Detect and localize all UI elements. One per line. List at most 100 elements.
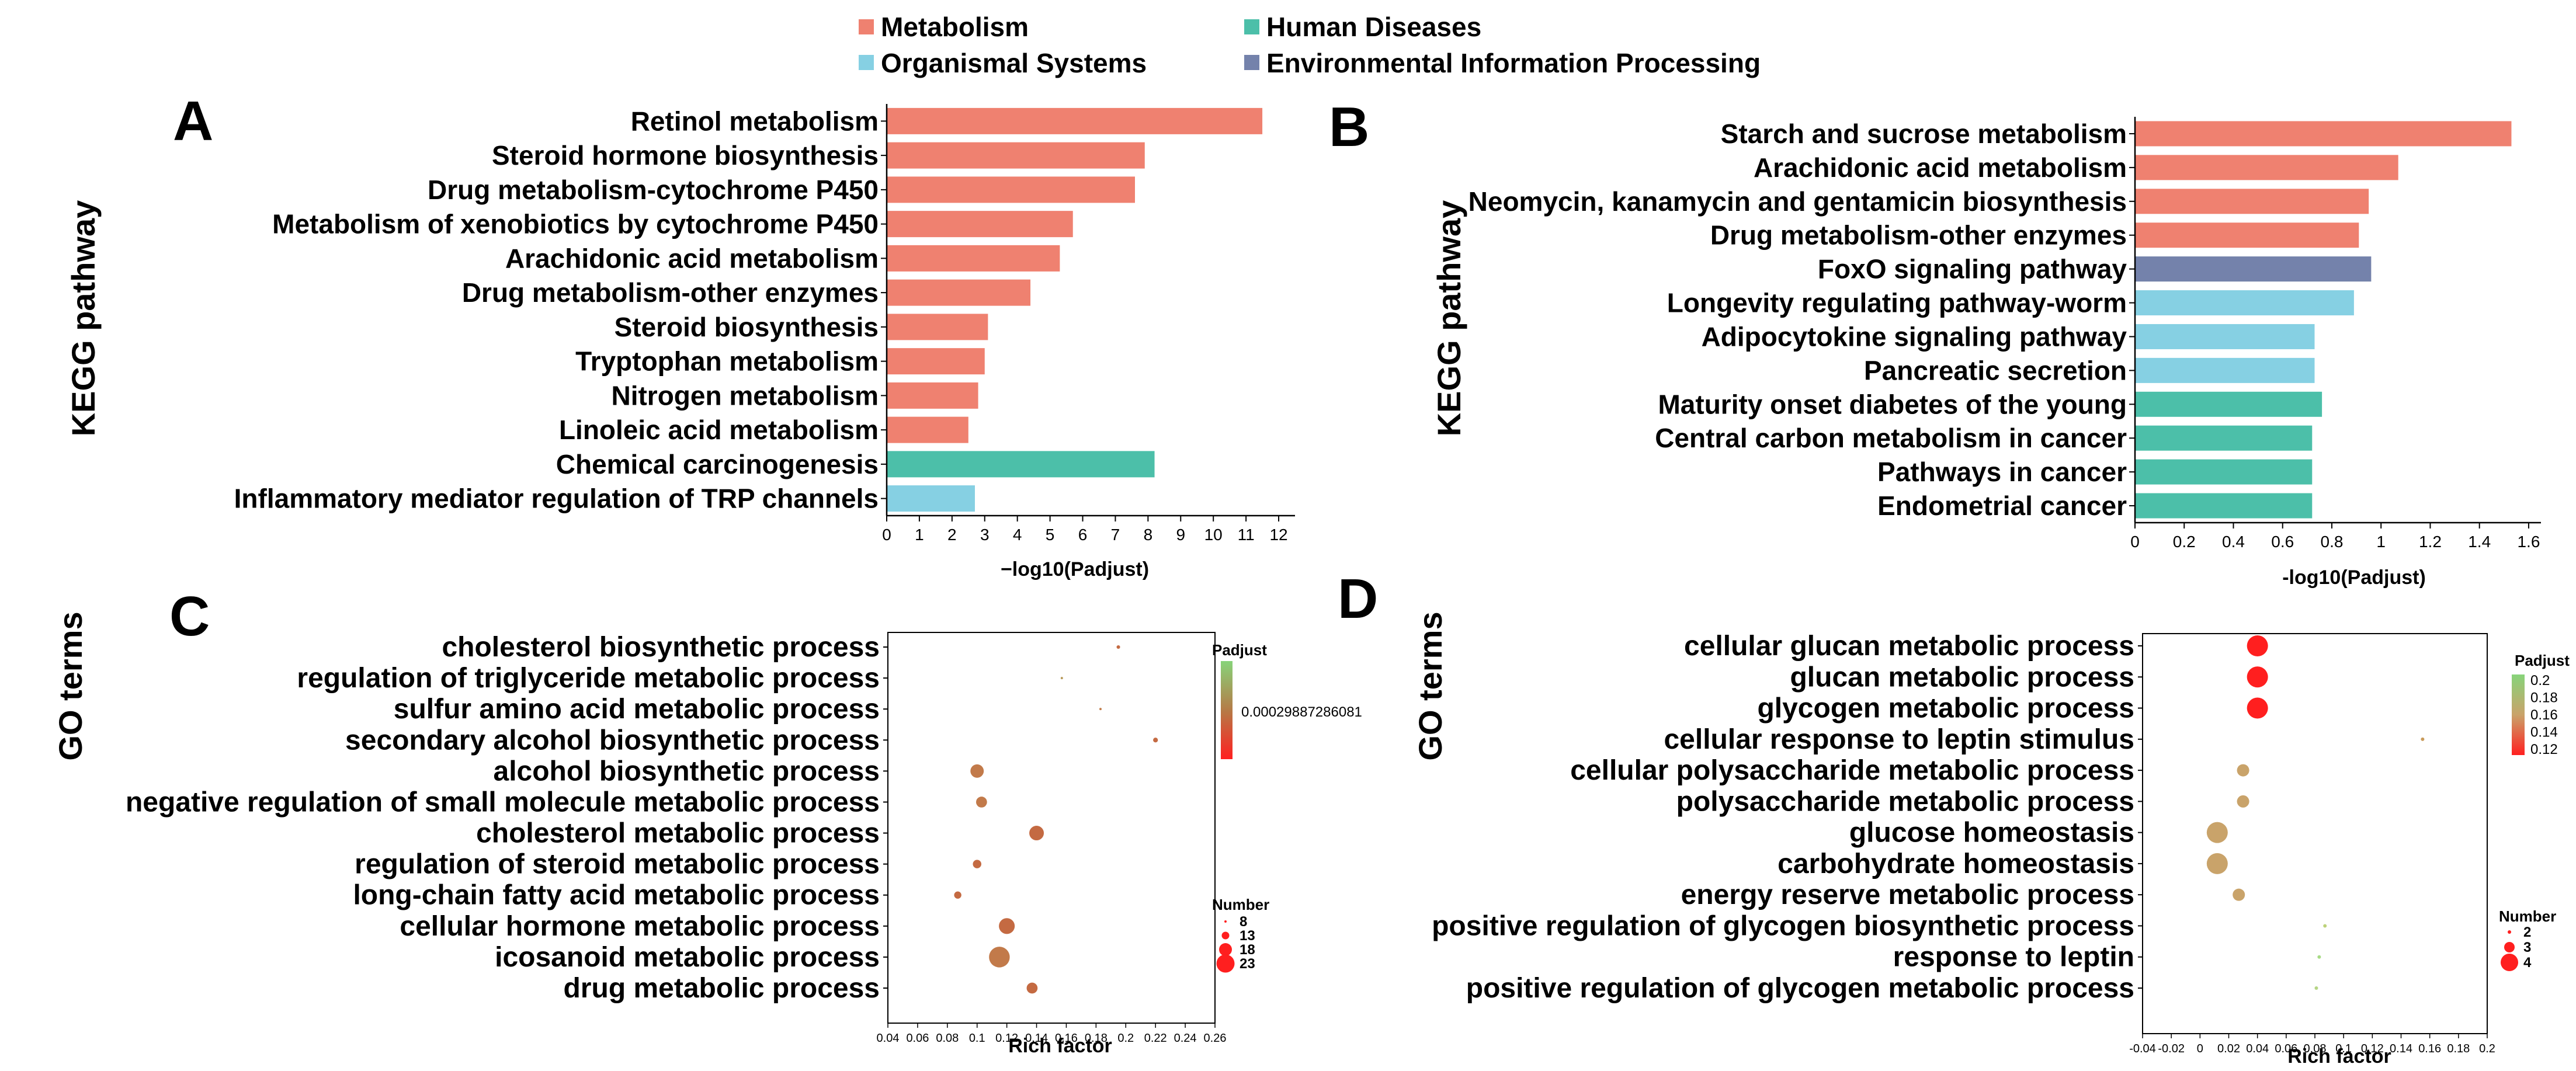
legend-swatch-environmental-information-processing bbox=[1244, 55, 1259, 70]
panel-c-point-regulation-of-steroid-metabolic-process bbox=[973, 860, 981, 868]
panel-c-x-tick-label: 0.16 bbox=[1055, 1032, 1078, 1045]
panel-d-x-tick-label: 0.12 bbox=[2361, 1042, 2384, 1055]
legend-label-human-diseases: Human Diseases bbox=[1266, 12, 1481, 42]
panel-a-category-label: Drug metabolism-cytochrome P450 bbox=[428, 175, 879, 205]
panel-d-point-glycogen-metabolic-process bbox=[2247, 697, 2268, 719]
panel-b-category-label: Central carbon metabolism in cancer bbox=[1655, 423, 2127, 453]
panel-c-size-legend-dot bbox=[1224, 920, 1227, 923]
panel-a-category-label: Retinol metabolism bbox=[631, 106, 879, 136]
panel-b-category-label: Longevity regulating pathway-worm bbox=[1667, 288, 2127, 318]
legend-label-environmental-information-processing: Environmental Information Processing bbox=[1266, 48, 1761, 78]
panel-b-bar-drug-metabolism-other-enzymes bbox=[2135, 222, 2359, 248]
panel-d-size-legend-dot bbox=[2508, 930, 2511, 934]
panel-b-x-tick-label: 1.2 bbox=[2419, 533, 2442, 551]
panel-b-bar-starch-and-sucrose-metabolism bbox=[2135, 121, 2512, 147]
panel-c-term-label: alcohol biosynthetic process bbox=[494, 756, 880, 787]
panel-d-size-legend-title: Number bbox=[2499, 907, 2556, 925]
panel-c-point-cholesterol-metabolic-process bbox=[1029, 826, 1044, 841]
panel-a-y-axis-title: KEGG pathway bbox=[65, 200, 102, 437]
panel-d-plot-frame bbox=[2142, 633, 2488, 1034]
panel-d-size-legend: Number 234 bbox=[2499, 907, 2556, 971]
legend-item-environmental-information-processing: Environmental Information Processing bbox=[1244, 48, 1761, 78]
panel-c-y-axis-title: GO terms bbox=[52, 611, 89, 760]
panel-d-term-label: cellular response to leptin stimulus bbox=[1664, 724, 2134, 755]
panel-a-x-tick-label: 9 bbox=[1176, 526, 1185, 544]
panel-c-x-tick-label: 0.06 bbox=[906, 1032, 929, 1045]
panel-d-point-polysaccharide-metabolic-process bbox=[2237, 795, 2249, 808]
panel-label-b: B bbox=[1329, 96, 1369, 158]
panel-a-category-label: Arachidonic acid metabolism bbox=[505, 243, 879, 273]
panel-b-bar-neomycin-kanamycin-and-gentamicin-biosynthesis bbox=[2135, 189, 2369, 214]
panel-b-x-tick-label: 1 bbox=[2376, 533, 2386, 551]
panel-a-x-tick-label: 4 bbox=[1013, 526, 1022, 544]
panel-c-colorbar-gradient bbox=[1221, 661, 1233, 759]
panel-d-point-response-to-leptin bbox=[2317, 955, 2321, 959]
legend-item-organismal-systems: Organismal Systems bbox=[859, 48, 1147, 78]
panel-c-size-legend-dot bbox=[1221, 931, 1230, 940]
panel-b-y-axis-title: KEGG pathway bbox=[1431, 200, 1467, 437]
panel-c-x-axis-title: Rich factor bbox=[1008, 1035, 1112, 1057]
panel-a-bar-retinol-metabolism bbox=[887, 107, 1263, 134]
panel-a-x-tick-label: 6 bbox=[1078, 526, 1088, 544]
panel-a-category-label: Steroid hormone biosynthesis bbox=[492, 140, 879, 171]
panel-d-point-cellular-response-to-leptin-stimulus bbox=[2421, 737, 2425, 741]
panel-a-bar-linoleic-acid-metabolism bbox=[887, 416, 968, 443]
panel-a-x-tick-label: 5 bbox=[1046, 526, 1055, 544]
panel-c-point-secondary-alcohol-biosynthetic-process bbox=[1153, 738, 1158, 743]
panel-b-x-tick-label: 0.6 bbox=[2271, 533, 2294, 551]
panel-a-x-tick-label: 10 bbox=[1204, 526, 1223, 544]
panel-c-term-label: sulfur amino acid metabolic process bbox=[394, 694, 880, 725]
panel-d-colorbar-tick-label: 0.16 bbox=[2530, 707, 2558, 723]
panel-d-term-label: polysaccharide metabolic process bbox=[1676, 786, 2134, 817]
panel-d-colorbar-tick-label: 0.2 bbox=[2530, 673, 2550, 688]
panel-d-term-label: carbohydrate homeostasis bbox=[1777, 849, 2134, 879]
panel-b-x-tick-label: 1.6 bbox=[2517, 533, 2540, 551]
panel-c-size-legend-label: 13 bbox=[1240, 928, 1255, 944]
panel-c-point-cholesterol-biosynthetic-process bbox=[1116, 645, 1120, 649]
legend-label-organismal-systems: Organismal Systems bbox=[881, 48, 1147, 78]
panel-a-x-tick-label: 12 bbox=[1269, 526, 1287, 544]
panel-c-size-legend-label: 8 bbox=[1240, 914, 1247, 930]
panel-c-colorbar-label: 0.00029887286081 bbox=[1241, 704, 1362, 720]
panel-c-x-tick-label: 0.12 bbox=[995, 1032, 1018, 1045]
panel-c-point-sulfur-amino-acid-metabolic-process bbox=[1099, 708, 1102, 711]
panel-c-plot-frame bbox=[887, 632, 1216, 1024]
panel-d-term-label: glucose homeostasis bbox=[1849, 818, 2134, 849]
panel-d-term-label: positive regulation of glycogen metaboli… bbox=[1466, 973, 2134, 1004]
panel-c-term-label: drug metabolic process bbox=[564, 973, 880, 1004]
panel-d-point-positive-regulation-of-glycogen-biosynthetic-process bbox=[2323, 924, 2327, 928]
panel-c-term-label: cellular hormone metabolic process bbox=[400, 911, 880, 942]
panel-c-term-label: regulation of steroid metabolic process bbox=[355, 849, 880, 880]
panel-b-category-label: Arachidonic acid metabolism bbox=[1754, 152, 2127, 183]
panel-d-point-cellular-polysaccharide-metabolic-process bbox=[2237, 764, 2249, 777]
panel-a-x-tick-label: 1 bbox=[915, 526, 924, 544]
panel-c-term-label: cholesterol metabolic process bbox=[476, 818, 880, 849]
legend-swatch-metabolism bbox=[859, 19, 874, 34]
panel-a-bar-arachidonic-acid-metabolism bbox=[887, 245, 1060, 272]
panel-a-category-label: Tryptophan metabolism bbox=[575, 346, 879, 377]
panel-b-bar-arachidonic-acid-metabolism bbox=[2135, 155, 2398, 180]
panel-b-bar-pathways-in-cancer bbox=[2135, 459, 2313, 485]
panel-a-bar-drug-metabolism-cytochrome-p450 bbox=[887, 176, 1135, 203]
panel-a-category-label: Drug metabolism-other enzymes bbox=[462, 277, 879, 308]
panel-a-category-label: Steroid biosynthesis bbox=[615, 312, 879, 342]
panel-d-x-axis-title: Rich factor bbox=[2287, 1045, 2391, 1067]
panel-d-point-carbohydrate-homeostasis bbox=[2206, 853, 2228, 874]
panel-d-size-legend-label: 2 bbox=[2523, 924, 2531, 940]
panel-d-x-tick-label: 0.2 bbox=[2479, 1042, 2495, 1055]
panel-b-bar-central-carbon-metabolism-in-cancer bbox=[2135, 425, 2313, 451]
panel-c-x-tick-label: 0.24 bbox=[1174, 1032, 1197, 1045]
panel-b-x-tick-label: 0.8 bbox=[2321, 533, 2344, 551]
panel-b-x-axis-title: -log10(Padjust) bbox=[2282, 566, 2426, 589]
panel-c-x-tick-label: 0.2 bbox=[1117, 1032, 1134, 1045]
panel-a-category-label: Metabolism of xenobiotics by cytochrome … bbox=[272, 209, 879, 239]
panel-c-colorbar: Padjust 0.00029887286081 bbox=[1212, 641, 1362, 759]
panel-c-x-tick-label: 0.14 bbox=[1025, 1032, 1048, 1045]
panel-c-size-legend-title: Number bbox=[1212, 896, 1269, 913]
panel-d-colorbar-tick-label: 0.12 bbox=[2530, 742, 2558, 757]
legend-swatch-human-diseases bbox=[1244, 19, 1259, 34]
panel-d-x-tick-label: -0.02 bbox=[2158, 1042, 2185, 1055]
panel-c-size-legend-label: 23 bbox=[1240, 956, 1255, 972]
panel-d-x-tick-label: 0.06 bbox=[2275, 1042, 2297, 1055]
